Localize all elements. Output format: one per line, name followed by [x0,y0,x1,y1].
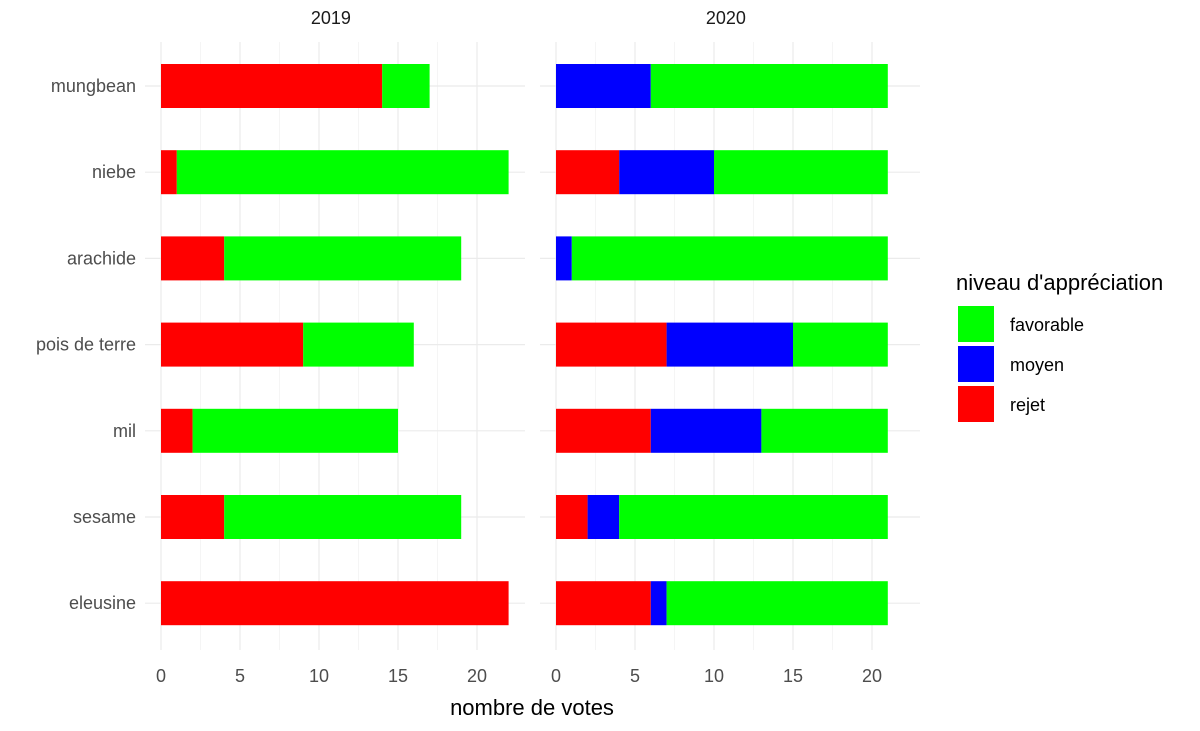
x-tick-label: 5 [630,666,640,686]
bar-2020-mungbean-moyen [556,64,651,108]
bar-2020-mil-moyen [650,408,762,453]
legend-label-moyen: moyen [1010,355,1064,375]
x-tick-label: 20 [862,666,882,686]
legend: niveau d'appréciation favorable moyen reje… [956,270,1163,422]
bar-2019-mungbean-rejet [161,64,383,108]
y-tick-label: mil [113,421,136,441]
bar-2019-niebe-favorable [176,150,509,195]
bar-2019-sesame-favorable [224,495,462,539]
y-tick-label: niebe [92,162,136,182]
legend-swatch-moyen [958,346,994,382]
bar-2019-arachide-favorable [224,236,462,281]
x-tick-label: 0 [551,666,561,686]
bar-2020-niebe-rejet [556,150,620,195]
bar-2019-mil-favorable [192,408,398,453]
bar-2019-pois-de-terre-favorable [303,322,414,367]
bar-2020-mil-favorable [761,408,888,453]
x-tick-label: 15 [783,666,803,686]
x-tick-label: 20 [467,666,487,686]
bar-2019-eleusine-rejet [161,581,509,626]
bar-2020-niebe-favorable [714,150,888,195]
bar-2020-eleusine-rejet [556,581,651,626]
x-axis-title: nombre de votes [450,695,614,720]
x-tick-label: 15 [388,666,408,686]
bar-2019-sesame-rejet [161,495,225,539]
facet-title-1: 2020 [706,8,746,28]
y-tick-label: arachide [67,248,136,268]
legend-swatch-rejet [958,386,994,422]
bar-2020-eleusine-favorable [666,581,888,626]
x-tick-label: 10 [704,666,724,686]
bar-2020-pois-de-terre-rejet [556,322,667,367]
bar-2020-sesame-rejet [556,495,588,539]
bar-2019-pois-de-terre-rejet [161,322,304,367]
bar-2019-mil-rejet [161,408,193,453]
bar-2020-sesame-moyen [587,495,620,539]
facet-title-0: 2019 [311,8,351,28]
bar-2020-sesame-favorable [619,495,888,539]
bar-2020-pois-de-terre-moyen [666,322,793,367]
y-tick-label: pois de terre [36,335,136,355]
x-tick-label: 5 [235,666,245,686]
x-tick-label: 10 [309,666,329,686]
bars-layer [161,64,888,626]
bar-2020-eleusine-moyen [650,581,667,626]
bar-2020-niebe-moyen [619,150,714,195]
legend-items: favorable moyen rejet [958,306,1084,422]
y-tick-label: mungbean [51,76,136,96]
bar-2019-arachide-rejet [161,236,225,281]
bar-2020-mil-rejet [556,408,651,453]
legend-title: niveau d'appréciation [956,270,1163,295]
legend-label-favorable: favorable [1010,315,1084,335]
y-tick-label: eleusine [69,593,136,613]
legend-swatch-favorable [958,306,994,342]
legend-label-rejet: rejet [1010,395,1045,415]
bar-2019-mungbean-favorable [382,64,430,108]
bar-2020-mungbean-favorable [650,64,888,108]
bar-2020-arachide-moyen [556,236,572,281]
y-tick-label: sesame [73,507,136,527]
x-tick-label: 0 [156,666,166,686]
bar-2020-pois-de-terre-favorable [793,322,888,367]
bar-2020-arachide-favorable [571,236,888,281]
labels-layer: 2019 2020 0 5 10 15 20 0 5 10 15 20 mungbean niebe ara… [36,8,882,686]
bar-2019-niebe-rejet [161,150,177,195]
